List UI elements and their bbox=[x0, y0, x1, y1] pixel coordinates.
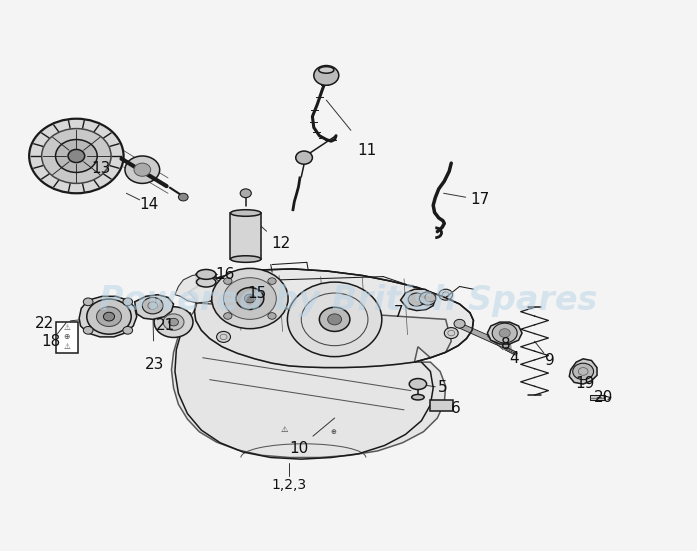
Text: 20: 20 bbox=[595, 390, 613, 404]
Circle shape bbox=[169, 318, 178, 326]
Circle shape bbox=[163, 314, 184, 330]
Polygon shape bbox=[401, 289, 436, 311]
Polygon shape bbox=[135, 295, 174, 320]
Circle shape bbox=[56, 139, 97, 172]
Circle shape bbox=[328, 314, 342, 325]
Text: 7: 7 bbox=[394, 305, 404, 320]
Text: 11: 11 bbox=[358, 143, 377, 158]
Circle shape bbox=[314, 66, 339, 85]
Circle shape bbox=[217, 331, 231, 342]
Text: 18: 18 bbox=[42, 334, 61, 349]
Text: 5: 5 bbox=[438, 380, 447, 396]
Circle shape bbox=[438, 289, 452, 300]
Circle shape bbox=[240, 189, 252, 198]
Text: 14: 14 bbox=[139, 197, 158, 212]
Ellipse shape bbox=[409, 379, 427, 390]
Circle shape bbox=[224, 278, 232, 284]
Circle shape bbox=[68, 149, 85, 163]
Circle shape bbox=[499, 329, 510, 337]
Circle shape bbox=[573, 363, 594, 380]
Text: ⚠: ⚠ bbox=[281, 424, 289, 434]
Circle shape bbox=[29, 118, 123, 193]
Text: 10: 10 bbox=[289, 441, 308, 456]
Circle shape bbox=[507, 348, 511, 352]
Circle shape bbox=[134, 163, 151, 176]
Circle shape bbox=[87, 299, 131, 334]
Polygon shape bbox=[487, 322, 522, 344]
Ellipse shape bbox=[412, 395, 424, 400]
Text: Powered by British Spares: Powered by British Spares bbox=[99, 284, 598, 317]
Text: 8: 8 bbox=[500, 337, 510, 352]
Circle shape bbox=[236, 288, 263, 310]
Circle shape bbox=[42, 128, 111, 183]
Text: 16: 16 bbox=[215, 267, 235, 282]
Circle shape bbox=[224, 312, 232, 319]
Circle shape bbox=[444, 328, 458, 338]
Circle shape bbox=[224, 278, 276, 320]
Circle shape bbox=[84, 327, 93, 334]
Text: ⊕: ⊕ bbox=[330, 429, 336, 435]
Circle shape bbox=[212, 268, 288, 329]
Polygon shape bbox=[590, 395, 606, 401]
Circle shape bbox=[511, 350, 515, 354]
Text: ⚠: ⚠ bbox=[63, 323, 70, 332]
Text: 12: 12 bbox=[271, 236, 290, 251]
Text: ⚠: ⚠ bbox=[63, 342, 70, 352]
Circle shape bbox=[96, 307, 121, 327]
Text: 13: 13 bbox=[91, 161, 110, 176]
Circle shape bbox=[125, 156, 160, 183]
Circle shape bbox=[513, 352, 517, 355]
Circle shape bbox=[268, 278, 276, 284]
Text: 1,2,3: 1,2,3 bbox=[272, 478, 307, 492]
Text: 21: 21 bbox=[155, 318, 175, 333]
Polygon shape bbox=[175, 274, 222, 303]
Text: 17: 17 bbox=[470, 192, 490, 207]
Ellipse shape bbox=[197, 269, 216, 279]
Text: 19: 19 bbox=[575, 376, 595, 391]
Polygon shape bbox=[569, 359, 597, 384]
Circle shape bbox=[454, 320, 465, 328]
Circle shape bbox=[296, 151, 312, 164]
Circle shape bbox=[84, 298, 93, 306]
Circle shape bbox=[408, 293, 425, 306]
Ellipse shape bbox=[231, 256, 261, 262]
Circle shape bbox=[509, 349, 513, 353]
Circle shape bbox=[154, 307, 193, 337]
Circle shape bbox=[505, 347, 509, 350]
Polygon shape bbox=[56, 322, 78, 353]
Circle shape bbox=[319, 307, 350, 331]
Circle shape bbox=[103, 312, 114, 321]
Circle shape bbox=[178, 193, 188, 201]
Polygon shape bbox=[79, 296, 137, 337]
Polygon shape bbox=[171, 303, 451, 457]
Circle shape bbox=[123, 298, 132, 306]
Text: 9: 9 bbox=[545, 353, 555, 368]
Circle shape bbox=[142, 298, 163, 314]
Circle shape bbox=[245, 294, 256, 303]
Text: ⊕: ⊕ bbox=[63, 332, 70, 342]
Text: 6: 6 bbox=[451, 401, 461, 415]
Text: 22: 22 bbox=[35, 316, 54, 331]
Circle shape bbox=[287, 282, 382, 356]
Circle shape bbox=[268, 312, 276, 319]
Text: 23: 23 bbox=[144, 357, 164, 372]
Circle shape bbox=[123, 327, 132, 334]
Ellipse shape bbox=[319, 67, 334, 73]
Polygon shape bbox=[231, 213, 261, 259]
Circle shape bbox=[210, 293, 224, 304]
Polygon shape bbox=[431, 401, 452, 412]
Circle shape bbox=[492, 323, 517, 343]
Text: 15: 15 bbox=[247, 285, 266, 300]
Ellipse shape bbox=[197, 277, 216, 287]
Circle shape bbox=[420, 292, 436, 305]
Polygon shape bbox=[189, 269, 473, 368]
Text: 4: 4 bbox=[509, 352, 519, 366]
Ellipse shape bbox=[231, 210, 261, 217]
